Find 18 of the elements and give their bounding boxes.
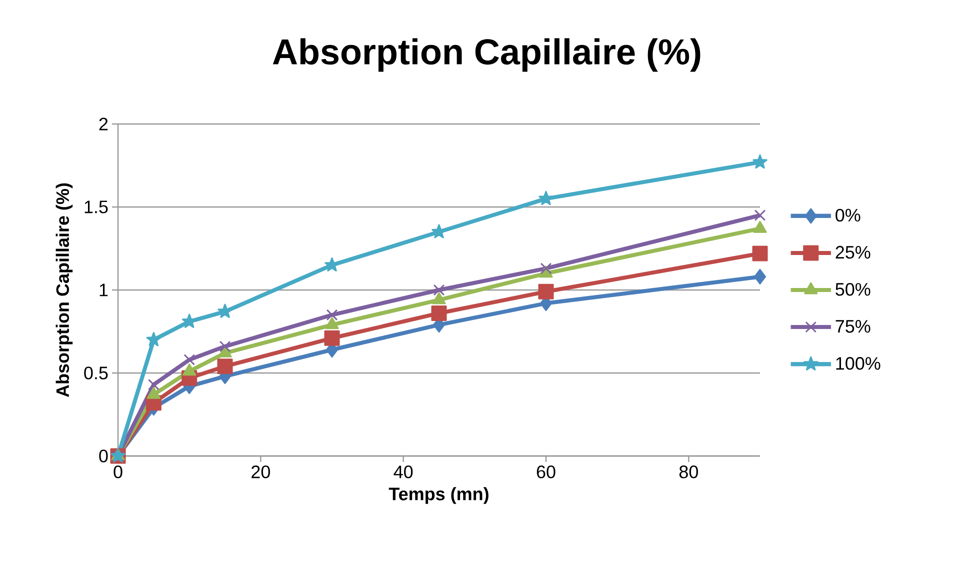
legend-label: 25% (836, 246, 870, 259)
chart-title: Absorption Capillaire (%) (272, 38, 700, 72)
legend-label: 50% (836, 282, 870, 296)
x-tick-label: 60 (536, 466, 556, 478)
x-tick-label: 0 (114, 466, 122, 478)
y-tick-label: 2 (99, 118, 108, 130)
legend-label: 100% (836, 357, 880, 370)
x-axis-title: Temps (mn) (388, 487, 488, 504)
y-tick-label: 1 (100, 284, 108, 296)
y-tick-label: 0.5 (84, 366, 108, 380)
x-tick-label: 80 (679, 466, 698, 478)
y-tick-label: 0 (99, 450, 108, 462)
y-tick-label: 1.5 (84, 200, 108, 214)
x-tick-label: 20 (252, 466, 270, 478)
x-tick-label: 40 (394, 466, 413, 478)
y-axis-title: Absorption Capillaire (%) (56, 183, 73, 398)
legend-label: 0% (836, 208, 860, 222)
legend-label: 75% (836, 320, 870, 333)
